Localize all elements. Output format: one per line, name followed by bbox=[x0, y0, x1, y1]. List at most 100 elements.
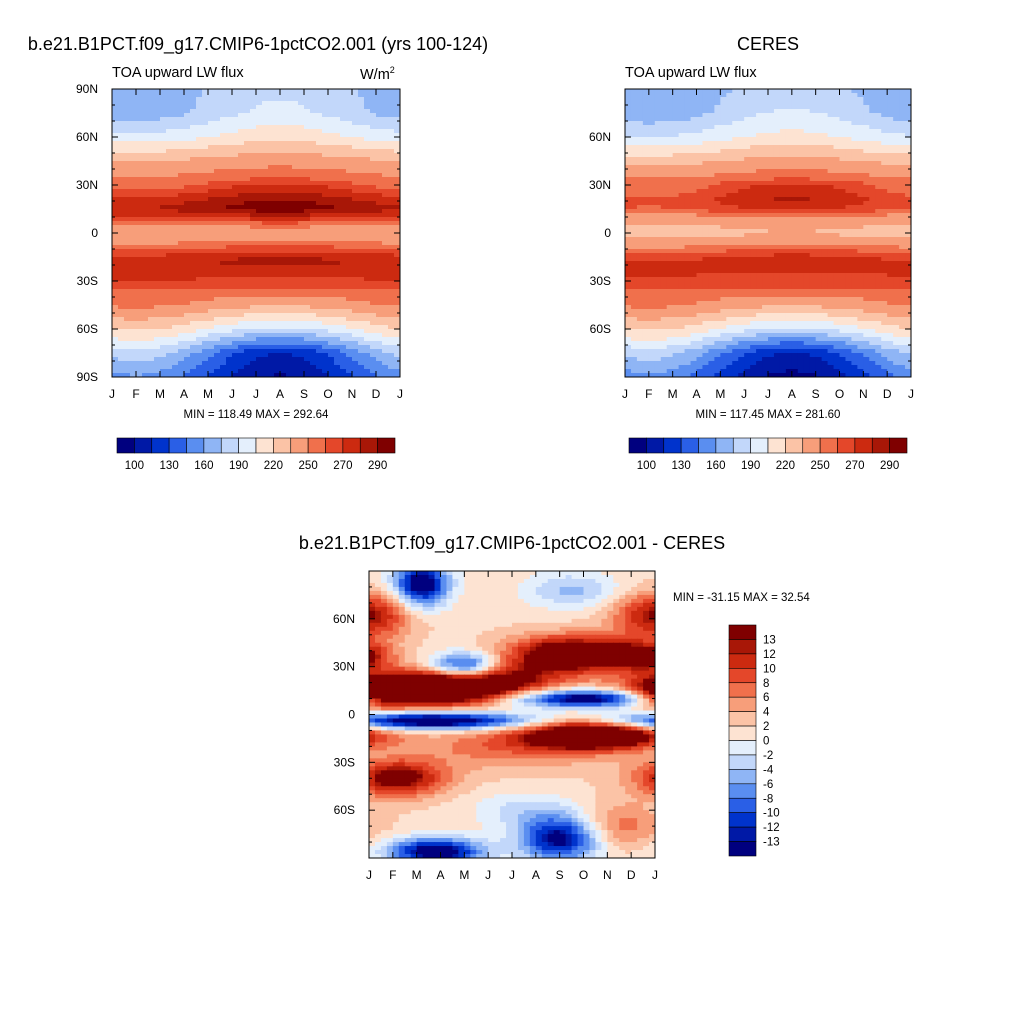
heatmap-cell bbox=[684, 89, 692, 94]
heatmap-cell bbox=[214, 185, 221, 190]
heatmap-cell bbox=[672, 89, 680, 94]
heatmap-cell bbox=[648, 157, 656, 162]
heatmap-cell bbox=[214, 89, 221, 94]
heatmap-cell bbox=[304, 185, 311, 190]
heatmap-cell bbox=[118, 185, 125, 190]
heatmap-cell bbox=[334, 281, 341, 286]
heatmap-cell bbox=[298, 333, 305, 338]
heatmap-cell bbox=[869, 173, 876, 178]
heatmap-cell bbox=[130, 265, 137, 270]
heatmap-cell bbox=[244, 273, 251, 278]
heatmap-cell bbox=[118, 217, 125, 222]
heatmap-cell bbox=[280, 113, 287, 118]
heatmap-cell bbox=[791, 117, 799, 122]
heatmap-cell bbox=[340, 285, 347, 290]
heatmap-cell bbox=[690, 133, 698, 138]
heatmap-cell bbox=[136, 165, 143, 170]
heatmap-cell bbox=[340, 269, 347, 274]
heatmap-cell bbox=[642, 109, 650, 114]
heatmap-cell bbox=[196, 189, 203, 194]
heatmap-cell bbox=[803, 109, 811, 114]
heatmap-cell bbox=[244, 345, 251, 350]
heatmap-cell bbox=[178, 277, 185, 282]
heatmap-cell bbox=[118, 133, 125, 138]
heatmap-cell bbox=[196, 185, 203, 190]
heatmap-cell bbox=[672, 181, 680, 186]
heatmap-cell bbox=[803, 165, 811, 170]
heatmap-cell bbox=[672, 133, 680, 138]
heatmap-cell bbox=[773, 193, 781, 198]
heatmap-cell bbox=[130, 241, 137, 246]
heatmap-cell bbox=[274, 373, 281, 377]
heatmap-cell bbox=[148, 173, 155, 178]
heatmap-cell bbox=[136, 145, 143, 150]
heatmap-cell bbox=[142, 265, 149, 270]
heatmap-cell bbox=[250, 213, 257, 218]
heatmap-cell bbox=[642, 89, 650, 94]
heatmap-cell bbox=[744, 201, 751, 206]
heatmap-cell bbox=[292, 349, 299, 354]
heatmap-cell bbox=[208, 129, 215, 134]
heatmap-cell bbox=[756, 205, 763, 210]
heatmap-cell bbox=[791, 157, 799, 162]
heatmap-cell bbox=[166, 197, 173, 202]
heatmap-cell bbox=[214, 157, 221, 162]
heatmap-cell bbox=[208, 349, 215, 354]
heatmap-cell bbox=[208, 289, 215, 294]
heatmap-cell bbox=[322, 233, 329, 238]
heatmap-cell bbox=[316, 285, 323, 290]
heatmap-cell bbox=[166, 289, 173, 294]
heatmap-cell bbox=[274, 97, 281, 102]
heatmap-cell bbox=[630, 213, 638, 218]
heatmap-cell bbox=[708, 173, 715, 178]
heatmap-cell bbox=[190, 325, 197, 330]
heatmap-cell bbox=[232, 349, 239, 354]
heatmap-cell bbox=[148, 205, 155, 210]
heatmap-cell bbox=[762, 149, 769, 154]
heatmap-cell bbox=[382, 161, 389, 166]
heatmap-cell bbox=[334, 153, 341, 158]
heatmap-cell bbox=[756, 173, 763, 178]
heatmap-cell bbox=[220, 329, 227, 334]
heatmap-cell bbox=[130, 101, 137, 106]
heatmap-cell bbox=[208, 101, 215, 106]
heatmap-cell bbox=[208, 301, 215, 306]
heatmap-cell bbox=[768, 165, 775, 170]
heatmap-cell bbox=[238, 125, 245, 130]
heatmap-cell bbox=[334, 217, 341, 222]
heatmap-cell bbox=[136, 189, 143, 194]
heatmap-cell bbox=[726, 189, 733, 194]
heatmap-cell bbox=[274, 285, 281, 290]
heatmap-cell bbox=[887, 205, 894, 210]
heatmap-cell bbox=[322, 117, 329, 122]
heatmap-cell bbox=[388, 337, 395, 342]
heatmap-cell bbox=[202, 133, 209, 138]
heatmap-cell bbox=[660, 201, 668, 206]
heatmap-cell bbox=[833, 97, 841, 102]
heatmap-cell bbox=[340, 113, 347, 118]
heatmap-cell bbox=[256, 169, 263, 174]
heatmap-cell bbox=[328, 181, 335, 186]
heatmap-cell bbox=[346, 253, 353, 258]
heatmap-cell bbox=[148, 117, 155, 122]
heatmap-cell bbox=[286, 217, 293, 222]
heatmap-cell bbox=[803, 153, 811, 158]
heatmap-cell bbox=[136, 177, 143, 182]
heatmap-cell bbox=[304, 225, 311, 230]
heatmap-cell bbox=[118, 221, 125, 226]
heatmap-cell bbox=[648, 137, 656, 142]
heatmap-cell bbox=[154, 305, 161, 310]
heatmap-cell bbox=[112, 341, 119, 346]
heatmap-cell bbox=[785, 121, 793, 126]
heatmap-cell bbox=[376, 109, 383, 114]
heatmap-cell bbox=[136, 93, 143, 98]
heatmap-cell bbox=[346, 265, 353, 270]
heatmap-cell bbox=[310, 89, 317, 94]
heatmap-cell bbox=[821, 157, 829, 162]
heatmap-cell bbox=[334, 145, 341, 150]
heatmap-cell bbox=[328, 317, 335, 322]
heatmap-cell bbox=[750, 201, 757, 206]
heatmap-cell bbox=[172, 289, 179, 294]
heatmap-cell bbox=[148, 353, 155, 358]
heatmap-cell bbox=[809, 113, 817, 118]
